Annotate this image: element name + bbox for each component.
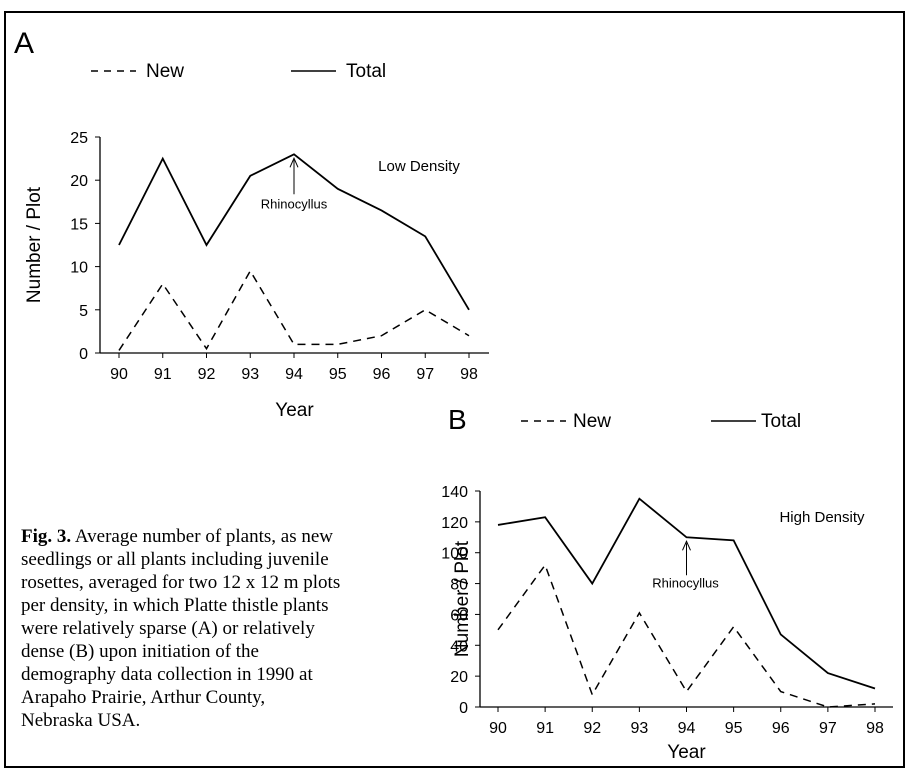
legend-label-new: New [146, 61, 184, 82]
x-tick-label: 94 [285, 366, 303, 383]
figure-frame: A New Total 0 5 10 15 20 25 90 91 92 93 94 95 96 97 98 Yea… [4, 11, 905, 768]
y-tick-label: 100 [441, 546, 468, 563]
annotation-label: Rhinocyllus [652, 575, 719, 590]
x-tick-label: 90 [110, 366, 128, 383]
y-tick-label: 140 [441, 484, 468, 501]
data-point-new [293, 344, 295, 346]
y-tick-label: 120 [441, 515, 468, 532]
x-tick-label: 92 [583, 720, 601, 737]
y-tick-label: 20 [70, 173, 88, 190]
y-tick-label: 10 [70, 260, 88, 277]
y-tick-label: 0 [79, 346, 88, 363]
y-tick-label: 5 [79, 303, 88, 320]
x-tick-label: 98 [866, 720, 884, 737]
y-axis-label: Number / Plot [452, 540, 473, 657]
x-tick-label: 98 [460, 366, 478, 383]
annotation-label: Rhinocyllus [261, 196, 328, 211]
y-tick-label: 60 [450, 607, 468, 624]
y-tick-label: 80 [450, 577, 468, 594]
panel-b: B New Total 0 20 40 60 80 100 120 140 90 91 92 93 94 95 9… [441, 404, 893, 763]
y-tick-label: 20 [450, 669, 468, 686]
series-line-total [118, 153, 470, 311]
y-tick-label: 25 [70, 130, 88, 147]
x-tick-label: 93 [630, 720, 648, 737]
data-point-new [162, 283, 164, 285]
y-tick-label: 15 [70, 216, 88, 233]
data-point-new [544, 564, 546, 566]
figure-canvas: A New Total 0 5 10 15 20 25 90 91 92 93 94 95 96 97 98 Yea… [14, 27, 893, 763]
caption-text: Average number of plants, as new seedlin… [21, 526, 341, 731]
data-point-new [249, 270, 251, 272]
x-axis-label: Year [275, 400, 314, 421]
data-point-new [686, 691, 688, 693]
x-tick-label: 91 [154, 366, 172, 383]
x-tick-label: 95 [725, 720, 743, 737]
caption-label: Fig. 3. [21, 526, 72, 547]
data-point-new [424, 309, 426, 311]
y-axis-label: Number / Plot [24, 186, 45, 303]
y-tick-label: 0 [459, 700, 468, 717]
legend-label-total: Total [761, 411, 801, 432]
plot-title: Low Density [378, 158, 460, 175]
x-tick-label: 91 [536, 720, 554, 737]
annotation-arrowhead [682, 540, 691, 551]
panel-label: B [448, 404, 467, 435]
x-tick-label: 96 [373, 366, 391, 383]
series-line-new [118, 269, 470, 351]
y-tick-label: 40 [450, 638, 468, 655]
legend-label-total: Total [346, 61, 386, 82]
annotation-arrowhead [289, 157, 299, 168]
series-line-new [497, 563, 876, 708]
x-tick-label: 92 [198, 366, 216, 383]
series-line-total [497, 497, 876, 690]
x-tick-label: 94 [678, 720, 696, 737]
panel-a: A New Total 0 5 10 15 20 25 90 91 92 93 94 95 96 97 98 Yea… [14, 27, 489, 421]
legend-label-new: New [573, 411, 611, 432]
panel-label: A [14, 27, 34, 60]
x-tick-label: 96 [772, 720, 790, 737]
data-point-new [337, 344, 339, 346]
x-tick-label: 97 [819, 720, 837, 737]
plot-title: High Density [779, 509, 865, 526]
x-tick-label: 97 [416, 366, 434, 383]
x-tick-label: 95 [329, 366, 347, 383]
x-tick-label: 90 [489, 720, 507, 737]
figure-caption: Fig. 3. Average number of plants, as new… [21, 525, 341, 732]
x-axis-label: Year [667, 742, 706, 763]
x-tick-label: 93 [241, 366, 259, 383]
